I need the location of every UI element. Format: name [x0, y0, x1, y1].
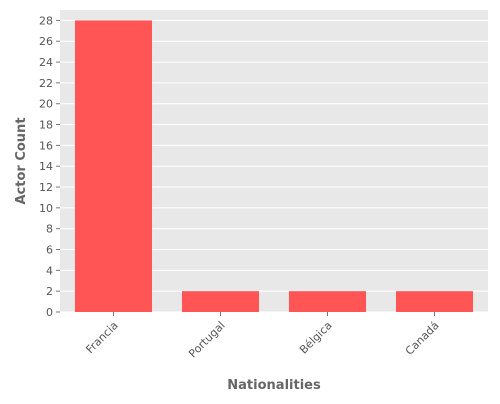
y-axis-title: Actor Count — [14, 117, 29, 204]
y-tick-label: 16 — [39, 139, 53, 152]
y-tick-label: 22 — [39, 77, 53, 90]
bar-3 — [395, 291, 474, 312]
x-tick-label: Canadá — [403, 319, 442, 358]
y-tick-label: 20 — [39, 98, 53, 111]
bar-2 — [288, 291, 367, 312]
x-tick-label: Portugal — [186, 319, 227, 360]
y-tick-label: 12 — [39, 181, 53, 194]
y-tick-label: 18 — [39, 119, 53, 132]
y-tick-label: 8 — [46, 223, 53, 236]
x-axis-ticks: Francia Portugal Bélgica Canadá — [83, 312, 442, 360]
y-tick-label: 2 — [46, 285, 53, 298]
x-tick-label: Bélgica — [297, 319, 335, 357]
y-tick-label: 24 — [39, 56, 53, 69]
x-tick-label: Francia — [83, 319, 120, 356]
y-tick-label: 14 — [39, 160, 53, 173]
bar-0 — [74, 20, 153, 313]
x-axis-title: Nationalities — [227, 378, 321, 393]
y-tick-label: 4 — [46, 264, 53, 277]
y-tick-label: 0 — [46, 306, 53, 319]
bars — [74, 20, 474, 313]
y-tick-label: 28 — [39, 14, 53, 27]
bar-1 — [181, 291, 260, 312]
y-tick-label: 6 — [46, 244, 53, 257]
y-tick-label: 10 — [39, 202, 53, 215]
y-tick-label: 26 — [39, 35, 53, 48]
